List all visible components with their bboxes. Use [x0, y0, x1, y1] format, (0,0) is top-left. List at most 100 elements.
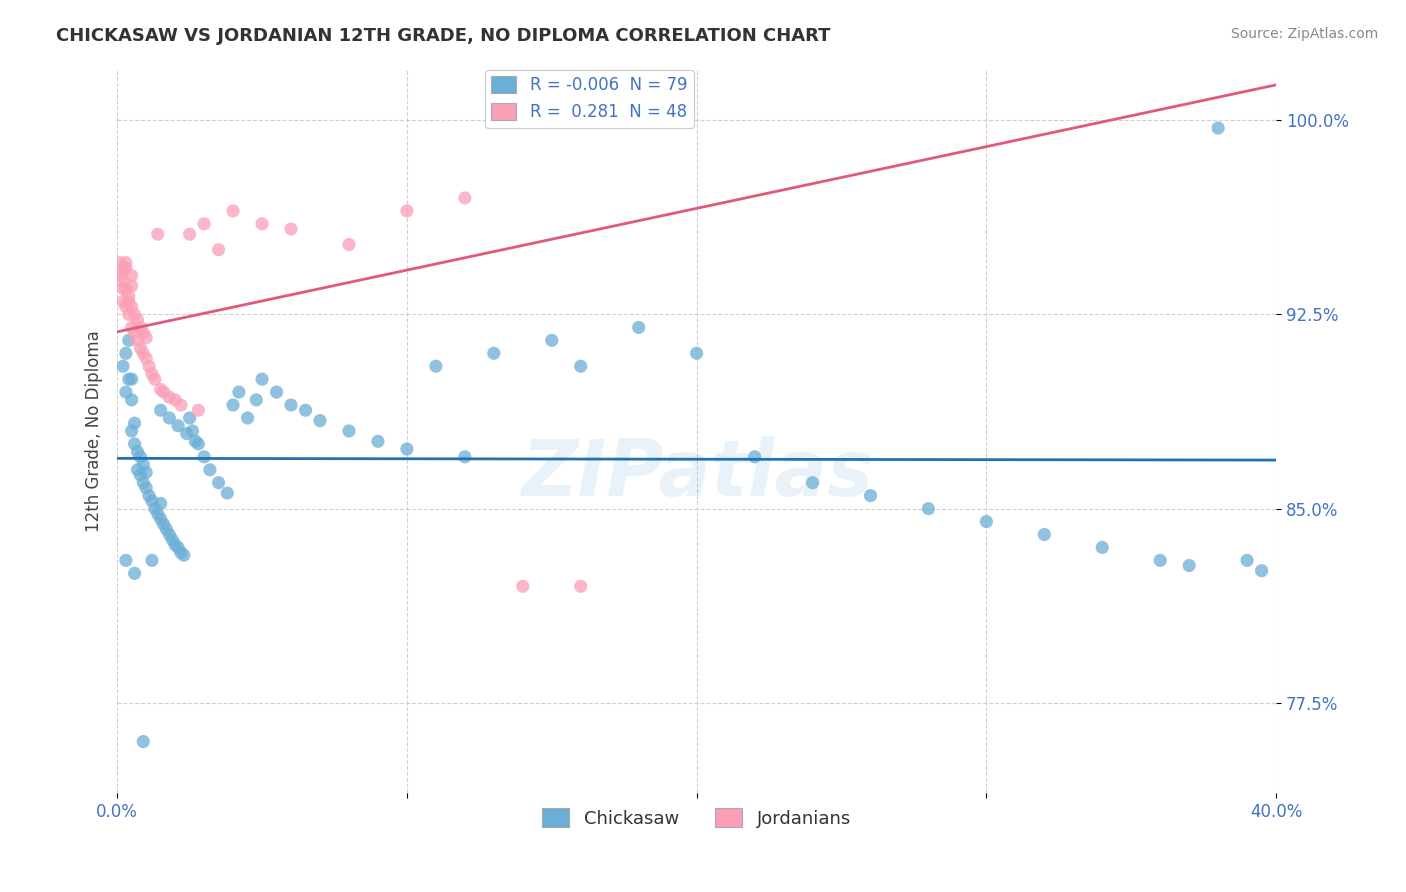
Point: [454, 450, 477, 464]
Point: [1206, 121, 1229, 136]
Point: [280, 398, 302, 412]
Point: [124, 308, 146, 322]
Point: [135, 351, 157, 366]
Point: [187, 403, 209, 417]
Point: [124, 326, 146, 340]
Point: [167, 418, 190, 433]
Point: [540, 334, 562, 348]
Point: [124, 437, 146, 451]
Point: [859, 489, 882, 503]
Point: [129, 467, 152, 482]
Point: [115, 553, 138, 567]
Point: [395, 203, 418, 218]
Point: [118, 372, 141, 386]
Point: [127, 463, 149, 477]
Point: [193, 450, 215, 464]
Point: [1236, 553, 1258, 567]
Point: [111, 263, 134, 277]
Point: [127, 334, 149, 348]
Point: [198, 463, 221, 477]
Point: [118, 294, 141, 309]
Point: [138, 489, 160, 503]
Point: [627, 320, 650, 334]
Point: [337, 237, 360, 252]
Point: [179, 227, 201, 242]
Point: [425, 359, 447, 374]
Point: [176, 426, 198, 441]
Point: [132, 475, 155, 490]
Point: [173, 548, 195, 562]
Point: [127, 312, 149, 326]
Point: [115, 260, 138, 275]
Point: [115, 281, 138, 295]
Point: [115, 300, 138, 314]
Point: [1091, 541, 1114, 555]
Point: [179, 411, 201, 425]
Point: [228, 385, 250, 400]
Text: Source: ZipAtlas.com: Source: ZipAtlas.com: [1230, 27, 1378, 41]
Point: [141, 553, 163, 567]
Point: [108, 255, 131, 269]
Point: [454, 191, 477, 205]
Point: [121, 424, 143, 438]
Point: [152, 385, 174, 400]
Point: [207, 475, 229, 490]
Legend: Chickasaw, Jordanians: Chickasaw, Jordanians: [536, 801, 858, 835]
Text: ZIPatlas: ZIPatlas: [520, 436, 873, 512]
Point: [569, 579, 592, 593]
Point: [222, 398, 245, 412]
Point: [280, 222, 302, 236]
Point: [146, 507, 169, 521]
Point: [108, 268, 131, 283]
Point: [121, 392, 143, 407]
Point: [138, 359, 160, 374]
Point: [512, 579, 534, 593]
Point: [250, 372, 273, 386]
Point: [1149, 553, 1171, 567]
Point: [143, 501, 166, 516]
Point: [118, 308, 141, 322]
Point: [132, 346, 155, 360]
Point: [111, 294, 134, 309]
Point: [124, 566, 146, 581]
Point: [132, 326, 155, 340]
Point: [266, 385, 288, 400]
Point: [121, 320, 143, 334]
Point: [170, 546, 193, 560]
Point: [236, 411, 259, 425]
Point: [132, 458, 155, 472]
Point: [184, 434, 207, 449]
Point: [1250, 564, 1272, 578]
Point: [165, 392, 187, 407]
Point: [118, 334, 141, 348]
Point: [162, 533, 184, 547]
Point: [135, 331, 157, 345]
Point: [207, 243, 229, 257]
Point: [118, 289, 141, 303]
Point: [1178, 558, 1201, 573]
Point: [149, 403, 172, 417]
Point: [149, 496, 172, 510]
Point: [245, 392, 267, 407]
Point: [294, 403, 316, 417]
Point: [250, 217, 273, 231]
Point: [337, 424, 360, 438]
Point: [157, 411, 180, 425]
Point: [1033, 527, 1056, 541]
Point: [149, 383, 172, 397]
Point: [129, 320, 152, 334]
Y-axis label: 12th Grade, No Diploma: 12th Grade, No Diploma: [86, 330, 103, 532]
Point: [167, 541, 190, 555]
Point: [170, 398, 193, 412]
Point: [121, 372, 143, 386]
Point: [141, 367, 163, 381]
Point: [482, 346, 505, 360]
Point: [217, 486, 239, 500]
Point: [801, 475, 824, 490]
Point: [917, 501, 939, 516]
Point: [685, 346, 707, 360]
Point: [111, 274, 134, 288]
Point: [149, 512, 172, 526]
Point: [155, 522, 177, 536]
Point: [115, 385, 138, 400]
